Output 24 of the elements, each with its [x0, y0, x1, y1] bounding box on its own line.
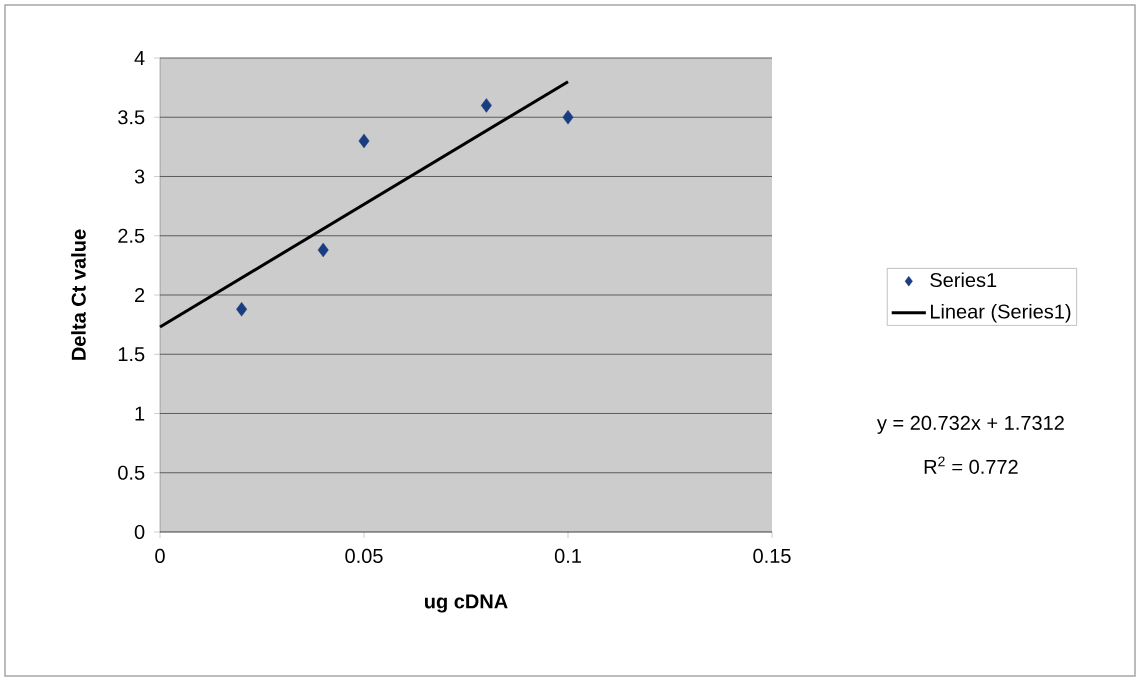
text: R$^{2}$ = 0.772 [924, 456, 1018, 474]
point [562, 110, 574, 125]
y-axis-title: Delta Ct value [71, 229, 86, 360]
y-tick-label: 0.5 [118, 465, 145, 480]
y-tick-label: 0 [134, 524, 145, 540]
x-tick-label: 0.1 [554, 548, 581, 564]
point [317, 242, 329, 258]
legend-label: Linear (Series1) [931, 303, 1071, 323]
y-tick-label: 2 [135, 288, 145, 302]
y-tick-label: 3.5 [118, 110, 145, 125]
point [358, 133, 370, 149]
y-tick-label: 3 [134, 169, 145, 184]
y-tick-label: 4 [134, 51, 145, 65]
legend-label: Series1 [930, 272, 997, 288]
text: y = 20.732x + 1.7312 [876, 415, 1064, 434]
x-tick-label: 0.15 [753, 548, 791, 564]
point [480, 98, 492, 113]
y-tick-label: 1.5 [118, 347, 145, 362]
point [236, 302, 248, 317]
x-tick-label: 0 [155, 548, 165, 564]
x-axis-title: ug cDNA [425, 594, 508, 613]
x-tick-label: 0.05 [345, 548, 383, 564]
y-tick-label: 1 [135, 406, 145, 421]
y-tick-label: 2.5 [118, 228, 145, 243]
